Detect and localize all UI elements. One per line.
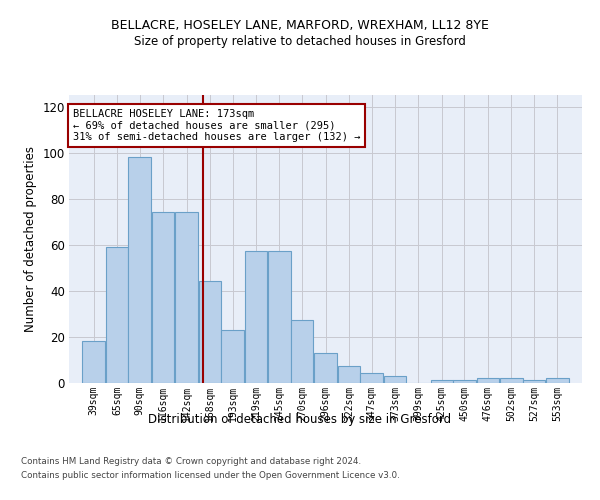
Bar xyxy=(245,252,268,382)
Text: Contains public sector information licensed under the Open Government Licence v3: Contains public sector information licen… xyxy=(21,471,400,480)
Bar xyxy=(106,247,128,382)
Text: Size of property relative to detached houses in Gresford: Size of property relative to detached ho… xyxy=(134,35,466,48)
Text: BELLACRE HOSELEY LANE: 173sqm
← 69% of detached houses are smaller (295)
31% of : BELLACRE HOSELEY LANE: 173sqm ← 69% of d… xyxy=(73,109,360,142)
Text: Contains HM Land Registry data © Crown copyright and database right 2024.: Contains HM Land Registry data © Crown c… xyxy=(21,458,361,466)
Bar xyxy=(338,366,361,382)
Y-axis label: Number of detached properties: Number of detached properties xyxy=(24,146,37,332)
Bar xyxy=(175,212,198,382)
Bar xyxy=(383,376,406,382)
Bar xyxy=(523,380,545,382)
Bar xyxy=(82,341,105,382)
Bar xyxy=(314,352,337,382)
Bar xyxy=(546,378,569,382)
Bar xyxy=(199,282,221,382)
Bar xyxy=(290,320,313,382)
Bar xyxy=(431,380,453,382)
Text: Distribution of detached houses by size in Gresford: Distribution of detached houses by size … xyxy=(148,412,452,426)
Bar xyxy=(476,378,499,382)
Bar xyxy=(268,252,291,382)
Bar xyxy=(152,212,175,382)
Bar xyxy=(360,374,383,382)
Bar xyxy=(128,157,151,382)
Bar xyxy=(221,330,244,382)
Bar xyxy=(453,380,476,382)
Text: BELLACRE, HOSELEY LANE, MARFORD, WREXHAM, LL12 8YE: BELLACRE, HOSELEY LANE, MARFORD, WREXHAM… xyxy=(111,19,489,32)
Bar xyxy=(500,378,523,382)
